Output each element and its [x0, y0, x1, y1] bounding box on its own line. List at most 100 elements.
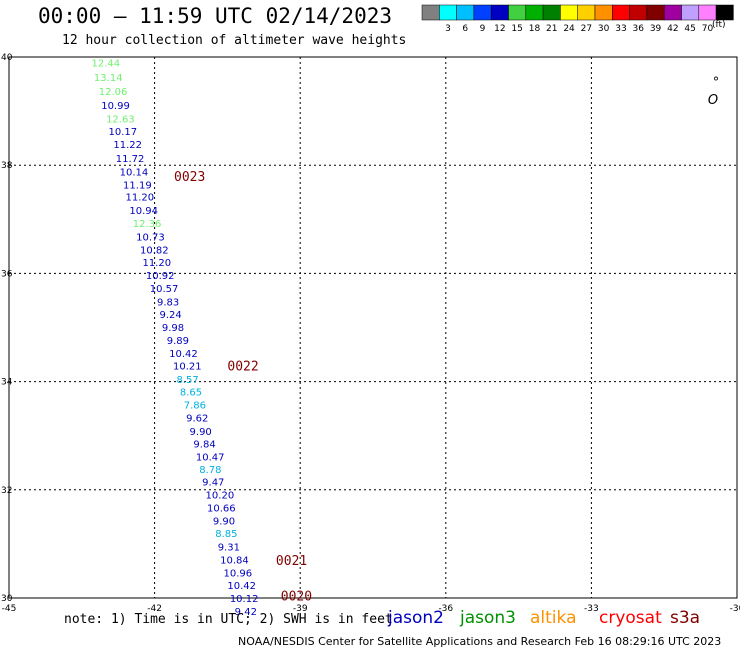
x-tick-label: -36: [438, 604, 453, 614]
color-scale-swatch: [560, 4, 578, 21]
wave-height-label: 9.24: [159, 310, 181, 321]
color-scale-swatch: [663, 4, 682, 21]
color-scale-swatch: [594, 4, 613, 21]
color-scale-swatch: [508, 4, 527, 21]
wave-height-label: 11.20: [142, 258, 171, 269]
wave-height-label: 10.99: [101, 101, 130, 112]
wave-height-label: 10.21: [173, 361, 202, 372]
color-scale-swatch: [525, 4, 544, 21]
wave-height-label: 9.47: [202, 478, 224, 489]
plot-frame: [8, 56, 738, 599]
color-scale-unit: (ft): [712, 20, 726, 30]
color-scale-swatch: [612, 4, 630, 21]
wave-height-label: 9.89: [167, 336, 189, 347]
wave-height-label: 12.06: [99, 87, 128, 98]
wave-height-label: 10.73: [136, 233, 165, 244]
y-tick-label: 32: [1, 486, 12, 496]
color-scale-label: 27: [581, 24, 592, 34]
color-scale-label: 39: [650, 24, 662, 34]
time-label: 0021: [276, 554, 307, 569]
wave-height-label: 7.86: [184, 400, 206, 411]
wave-height-label: 10.96: [224, 569, 253, 580]
color-scale-swatch: [681, 4, 700, 21]
footnote: note: 1) Time is in UTC; 2) SWH is in fe…: [64, 612, 393, 627]
wave-height-label: 10.92: [146, 271, 175, 282]
wave-height-label: 11.19: [123, 181, 152, 192]
color-scale-swatch: [577, 4, 596, 21]
color-scale-label: 6: [462, 24, 468, 34]
wave-height-label: 11.72: [116, 154, 145, 165]
color-scale-label: 42: [667, 24, 678, 34]
wave-height-label: 10.20: [206, 491, 235, 502]
wave-height-label: 10.42: [169, 349, 198, 360]
color-scale-swatch: [715, 4, 734, 21]
y-tick-label: 30: [1, 594, 13, 604]
wave-height-label: 12.63: [106, 115, 135, 126]
wave-height-label: 12.36: [133, 219, 162, 230]
color-scale-label: 45: [684, 24, 695, 34]
wave-height-label: 9.31: [218, 543, 240, 554]
color-scale-label: 70: [702, 24, 714, 34]
wave-height-label: 9.42: [235, 607, 257, 618]
wave-height-label: 13.14: [94, 73, 123, 84]
wave-height-label: 10.17: [108, 127, 137, 138]
color-scale-label: 9: [480, 24, 486, 34]
color-scale-swatch: [629, 4, 648, 21]
wave-height-label: 9.90: [190, 427, 212, 438]
wave-height-label: 8.65: [180, 387, 202, 398]
wave-height-label: 10.82: [140, 246, 169, 257]
chart-subtitle: 12 hour collection of altimeter wave hei…: [62, 33, 407, 48]
color-scale-swatch: [646, 4, 665, 21]
color-scale-swatch: [421, 4, 440, 21]
island-outline: O: [708, 93, 718, 108]
wave-height-label: 9.83: [157, 298, 179, 309]
wave-height-label: 8.57: [176, 375, 198, 386]
chart-title: 00:00 – 11:59 UTC 02/14/2023: [38, 4, 393, 28]
x-tick-label: -39: [293, 604, 308, 614]
wave-height-label: 10.66: [207, 504, 236, 515]
y-tick-label: 38: [1, 161, 13, 171]
color-scale-swatch: [490, 4, 509, 21]
legend-cryosat: cryosat: [599, 608, 662, 628]
x-tick-label: -33: [584, 604, 599, 614]
x-tick-label: -42: [147, 604, 162, 614]
color-scale-label: 30: [598, 24, 610, 34]
wave-height-label: 9.84: [193, 439, 215, 450]
wave-height-label: 10.47: [196, 452, 225, 463]
legend-altika: altika: [530, 608, 577, 628]
wave-height-label: 9.62: [186, 413, 208, 424]
y-tick-label: 36: [1, 269, 13, 279]
wave-height-label: 11.20: [125, 193, 154, 204]
color-scale-label: 12: [494, 24, 505, 34]
color-scale-swatch: [698, 4, 717, 21]
island-outline: °: [713, 75, 720, 90]
wave-height-label: 12.44: [92, 58, 121, 69]
wave-height-label: 10.57: [150, 284, 179, 295]
legend-jason2: jason2: [388, 608, 444, 628]
color-scale-swatch: [473, 4, 492, 21]
color-scale-label: 18: [529, 24, 541, 34]
credit-line: NOAA/NESDIS Center for Satellite Applica…: [238, 635, 722, 648]
time-label: 0022: [227, 359, 258, 374]
y-tick-label: 40: [1, 53, 13, 63]
color-scale-label: 3: [445, 24, 451, 34]
wave-height-label: 10.42: [227, 581, 256, 592]
time-label: 0020: [281, 589, 312, 604]
wave-height-label: 10.12: [230, 594, 259, 605]
color-scale-label: 33: [615, 24, 626, 34]
color-scale-swatch: [542, 4, 561, 21]
wave-height-label: 9.90: [213, 517, 235, 528]
legend-s3a: s3a: [670, 608, 701, 628]
color-scale-swatch: [456, 4, 475, 21]
legend-jason3: jason3: [460, 608, 516, 628]
x-tick-label: -45: [2, 604, 17, 614]
color-scale-label: 36: [633, 24, 645, 34]
color-scale-swatch: [439, 4, 457, 21]
color-scale-label: 21: [546, 24, 557, 34]
wave-height-label: 9.98: [162, 323, 184, 334]
color-scale-label: 15: [511, 24, 522, 34]
wave-height-label: 8.85: [215, 529, 237, 540]
wave-height-label: 10.14: [120, 168, 149, 179]
wave-height-label: 10.94: [129, 206, 158, 217]
